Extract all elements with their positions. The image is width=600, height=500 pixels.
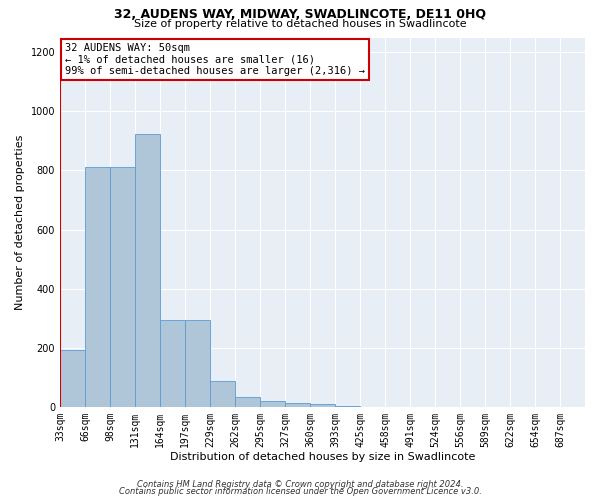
Text: 32 AUDENS WAY: 50sqm
← 1% of detached houses are smaller (16)
99% of semi-detach: 32 AUDENS WAY: 50sqm ← 1% of detached ho… [65,43,365,76]
Bar [60,350,85,407]
Bar [85,166,110,407]
Bar [110,166,135,407]
Text: Contains HM Land Registry data © Crown copyright and database right 2024.: Contains HM Land Registry data © Crown c… [137,480,463,489]
Bar [260,401,285,407]
Bar [285,403,310,407]
Y-axis label: Number of detached properties: Number of detached properties [15,134,25,310]
Bar [185,320,210,407]
Bar [160,320,185,407]
Text: Contains public sector information licensed under the Open Government Licence v3: Contains public sector information licen… [119,487,481,496]
X-axis label: Distribution of detached houses by size in Swadlincote: Distribution of detached houses by size … [170,452,475,462]
Bar [135,134,160,407]
Bar [335,406,360,407]
Bar [310,404,335,407]
Bar [235,397,260,407]
Bar [210,381,235,407]
Text: 32, AUDENS WAY, MIDWAY, SWADLINCOTE, DE11 0HQ: 32, AUDENS WAY, MIDWAY, SWADLINCOTE, DE1… [114,8,486,20]
Text: Size of property relative to detached houses in Swadlincote: Size of property relative to detached ho… [134,19,466,29]
